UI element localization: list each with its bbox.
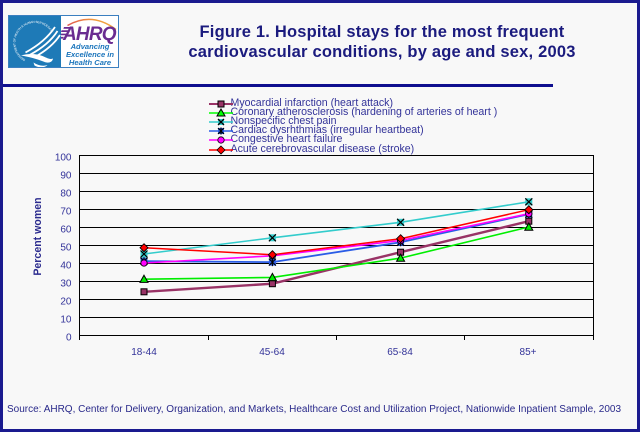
svg-text:AHRQ: AHRQ xyxy=(62,24,117,45)
svg-text:20: 20 xyxy=(60,296,72,307)
svg-text:Excellence in: Excellence in xyxy=(66,50,114,59)
svg-text:50: 50 xyxy=(60,242,72,253)
svg-text:90: 90 xyxy=(60,170,72,181)
svg-text:60: 60 xyxy=(60,224,72,235)
svg-text:Health Care: Health Care xyxy=(69,58,112,67)
svg-text:85+: 85+ xyxy=(520,347,537,358)
svg-text:40: 40 xyxy=(60,260,72,271)
svg-text:45-64: 45-64 xyxy=(259,347,285,358)
svg-text:80: 80 xyxy=(60,188,72,199)
svg-text:65-84: 65-84 xyxy=(387,347,413,358)
svg-text:70: 70 xyxy=(60,206,72,217)
svg-text:18-44: 18-44 xyxy=(131,347,157,358)
svg-text:30: 30 xyxy=(60,278,72,289)
svg-text:0: 0 xyxy=(66,332,72,343)
svg-text:10: 10 xyxy=(60,314,72,325)
svg-text:Percent women: Percent women xyxy=(32,197,44,275)
svg-text:Advancing: Advancing xyxy=(70,42,110,51)
svg-text:100: 100 xyxy=(55,152,72,163)
